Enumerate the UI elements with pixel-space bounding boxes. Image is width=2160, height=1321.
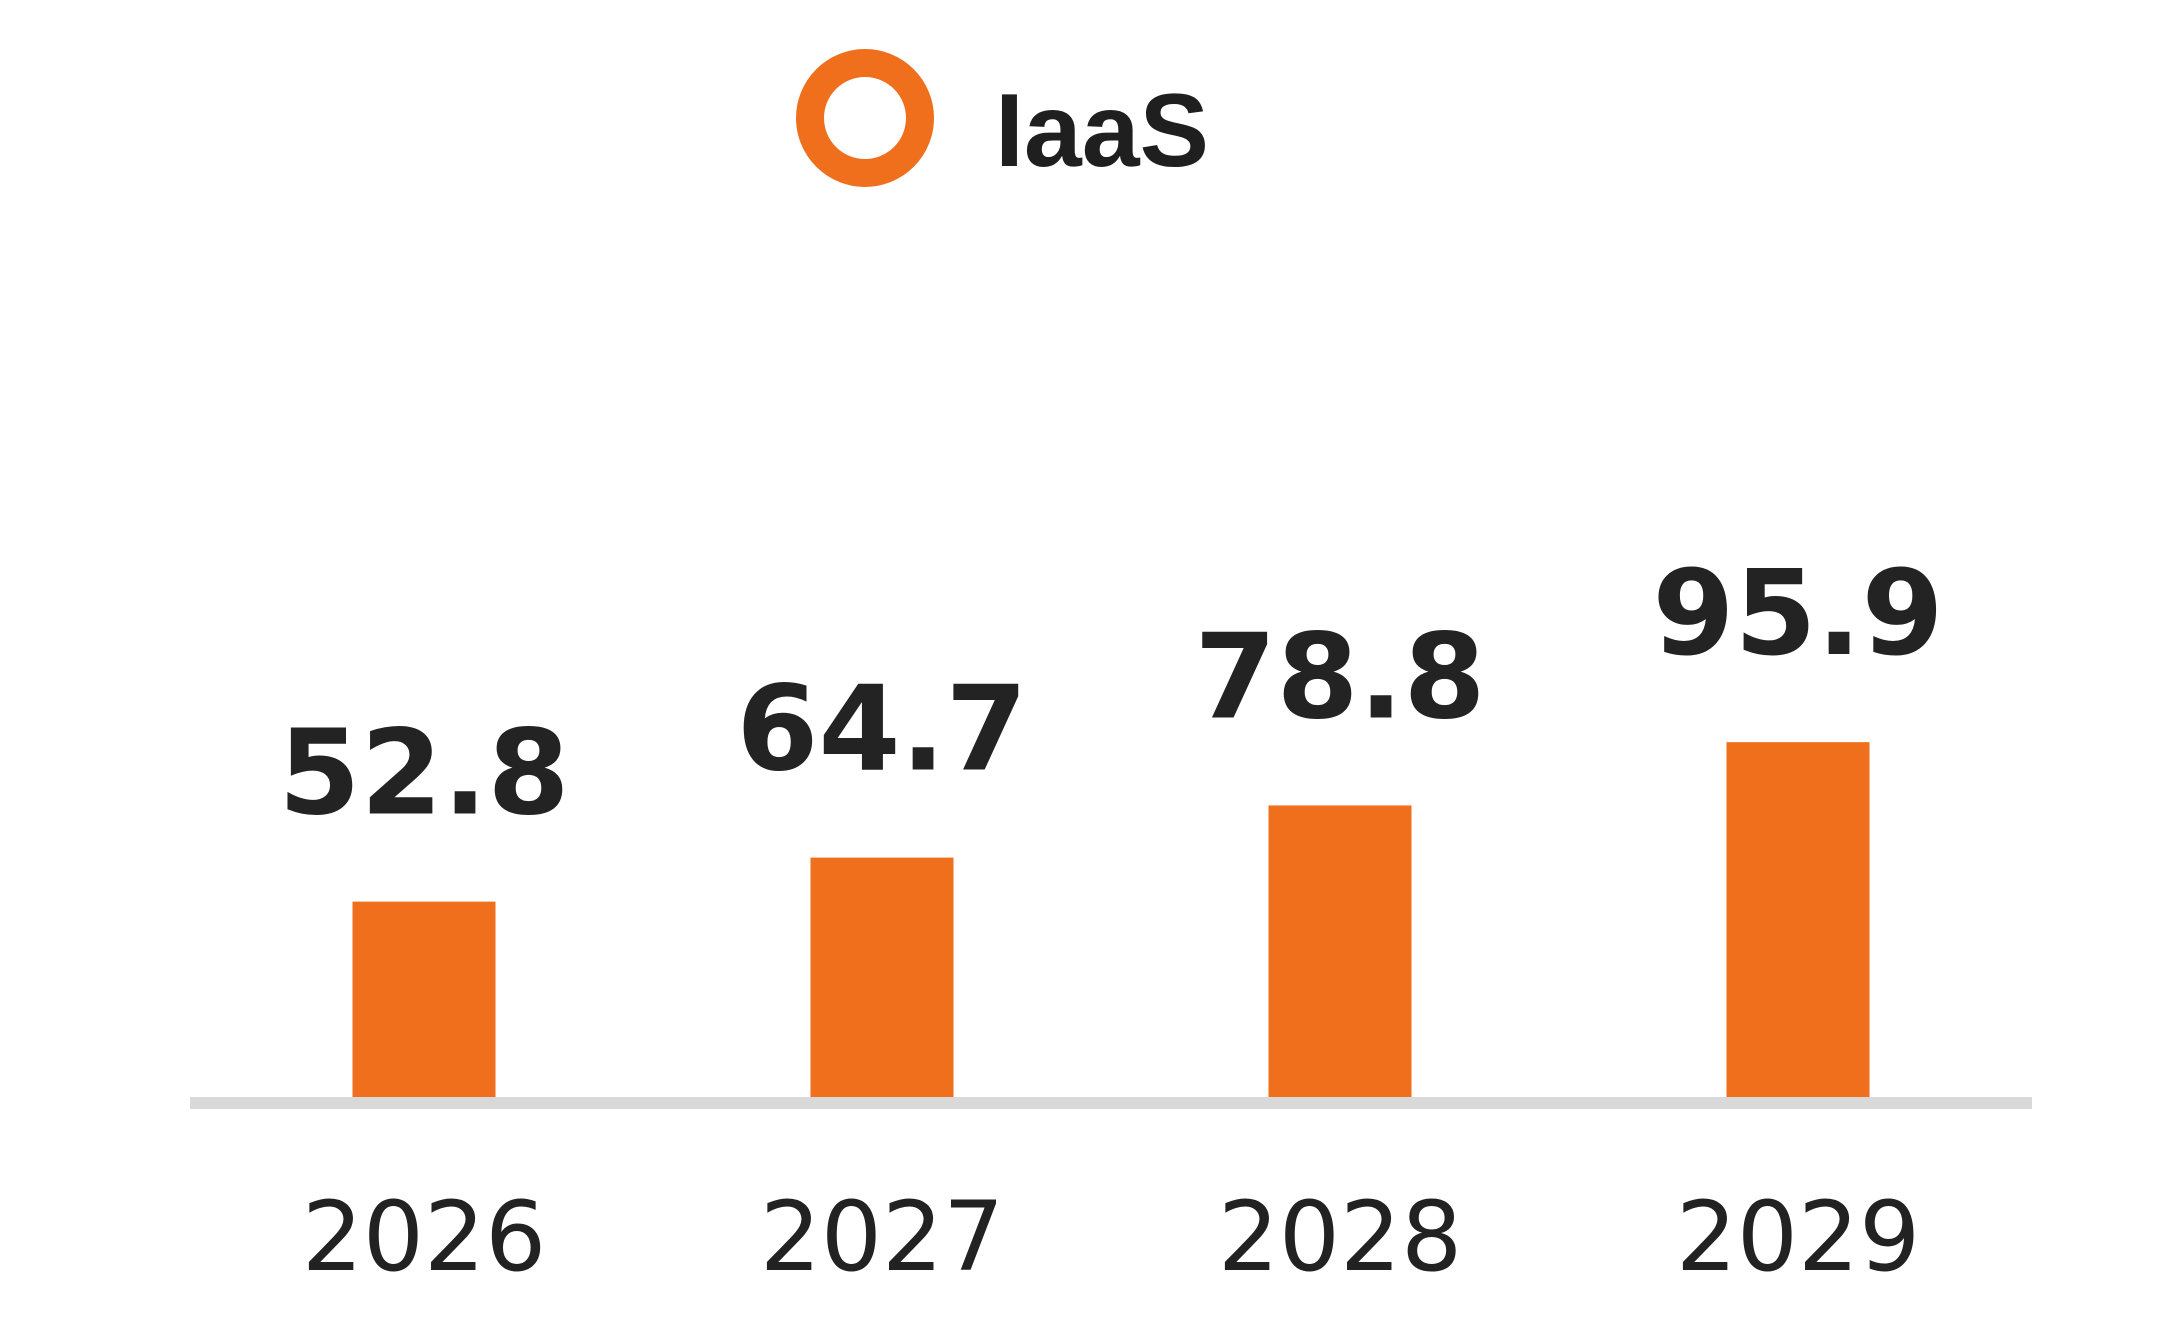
value-label-2029: 95.9	[1652, 544, 1943, 682]
bar-2027	[810, 857, 954, 1097]
value-label-2026: 52.8	[278, 704, 569, 842]
bar-2026	[352, 901, 496, 1097]
x-tick-label-2026: 2026	[302, 1181, 546, 1293]
x-tick-label-2028: 2028	[1218, 1181, 1462, 1293]
bars	[352, 742, 1870, 1097]
legend-label-iaas: IaaS	[995, 73, 1209, 189]
x-tick-labels: 2026 2027 2028 2029	[302, 1181, 1920, 1293]
value-label-2027: 64.7	[736, 660, 1027, 798]
x-tick-label-2027: 2027	[760, 1181, 1004, 1293]
bar-2028	[1268, 805, 1412, 1097]
value-labels: 52.8 64.7 78.8 95.9	[278, 544, 1943, 841]
x-tick-label-2029: 2029	[1676, 1181, 1920, 1293]
legend-marker-iaas	[796, 49, 934, 187]
bar-2029	[1726, 742, 1870, 1097]
legend: IaaS	[796, 49, 1209, 189]
value-label-2028: 78.8	[1194, 607, 1485, 745]
